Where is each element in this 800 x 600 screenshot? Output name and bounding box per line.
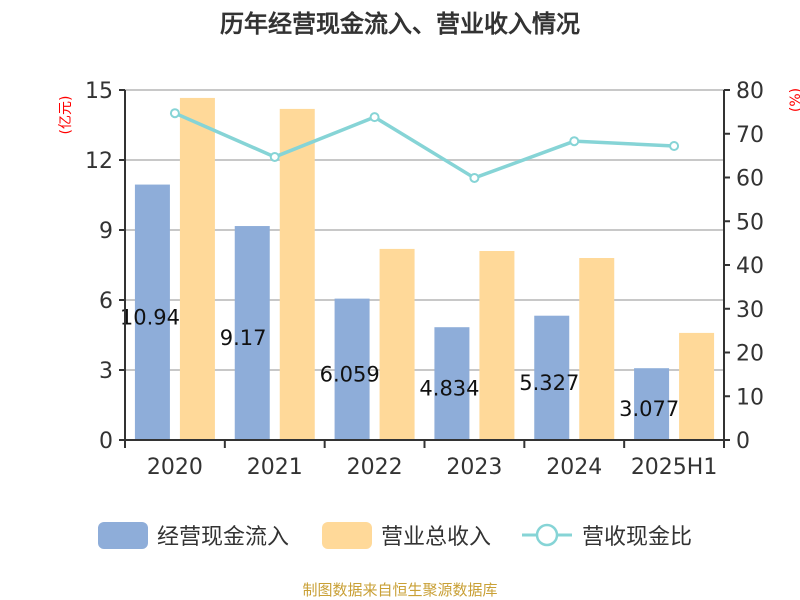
legend-label: 营收现金比: [582, 525, 692, 550]
left-tick-label: 9: [99, 219, 113, 244]
bar-cash-inflow: [634, 368, 670, 440]
left-tick-label: 6: [99, 289, 113, 314]
x-tick-label: 2025H1: [631, 455, 718, 480]
bar-revenue: [579, 258, 615, 440]
legend: 经营现金流入 营业总收入 营收现金比: [98, 522, 692, 550]
ratio-point: [169, 108, 180, 119]
left-tick-label: 12: [85, 149, 113, 174]
x-tick-label: 2023: [446, 455, 502, 480]
right-tick-label: 20: [736, 342, 764, 367]
legend-swatch-revenue: [322, 522, 372, 549]
right-tick-label: 30: [736, 298, 764, 323]
x-tick-label: 2022: [347, 455, 403, 480]
left-tick-label: 0: [99, 429, 113, 454]
right-tick-label: 40: [736, 254, 764, 279]
right-tick-label: 70: [736, 123, 764, 148]
x-tick-label: 2020: [147, 455, 203, 480]
legend-swatch-ratio-marker: [535, 523, 559, 547]
legend-label: 营业总收入: [381, 525, 491, 550]
ratio-point: [269, 151, 280, 162]
left-tick-label: 15: [85, 79, 113, 104]
bar-revenue: [279, 108, 315, 441]
bar-revenue: [679, 332, 715, 440]
left-axis-label: (亿元): [58, 96, 74, 135]
ratio-point: [569, 136, 580, 147]
data-label: 6.059: [320, 362, 380, 386]
bar-revenue: [179, 97, 215, 440]
left-tick-label: 3: [99, 359, 113, 384]
data-label: 9.17: [220, 326, 267, 350]
data-label: 3.077: [619, 397, 679, 421]
bar-revenue: [479, 251, 515, 440]
bar-cash-inflow: [534, 315, 570, 440]
bar-cash-inflow: [134, 184, 170, 440]
ratio-point: [369, 112, 380, 123]
right-tick-label: 80: [736, 79, 764, 104]
data-label: 4.834: [419, 377, 479, 401]
right-tick-label: 50: [736, 210, 764, 235]
ratio-point: [469, 172, 480, 183]
bar-revenue: [379, 248, 415, 440]
chart-title: 历年经营现金流入、营业收入情况: [220, 10, 580, 38]
right-tick-label: 0: [736, 429, 750, 454]
right-tick-label: 60: [736, 167, 764, 192]
bar-cash-inflow: [234, 226, 270, 440]
bar-cash-inflow: [434, 327, 470, 440]
legend-swatch-cash-inflow: [98, 522, 148, 549]
data-label: 5.327: [519, 371, 579, 395]
bar-cash-inflow: [334, 298, 370, 440]
legend-label: 经营现金流入: [157, 525, 289, 550]
source-note: 制图数据来自恒生聚源数据库: [302, 581, 497, 599]
right-tick-label: 10: [736, 385, 764, 410]
right-axis-label: (%): [788, 88, 800, 112]
ratio-point: [669, 141, 680, 151]
x-tick-label: 2021: [247, 455, 303, 480]
x-tick-label: 2024: [546, 455, 602, 480]
ratio-line: [174, 111, 675, 180]
